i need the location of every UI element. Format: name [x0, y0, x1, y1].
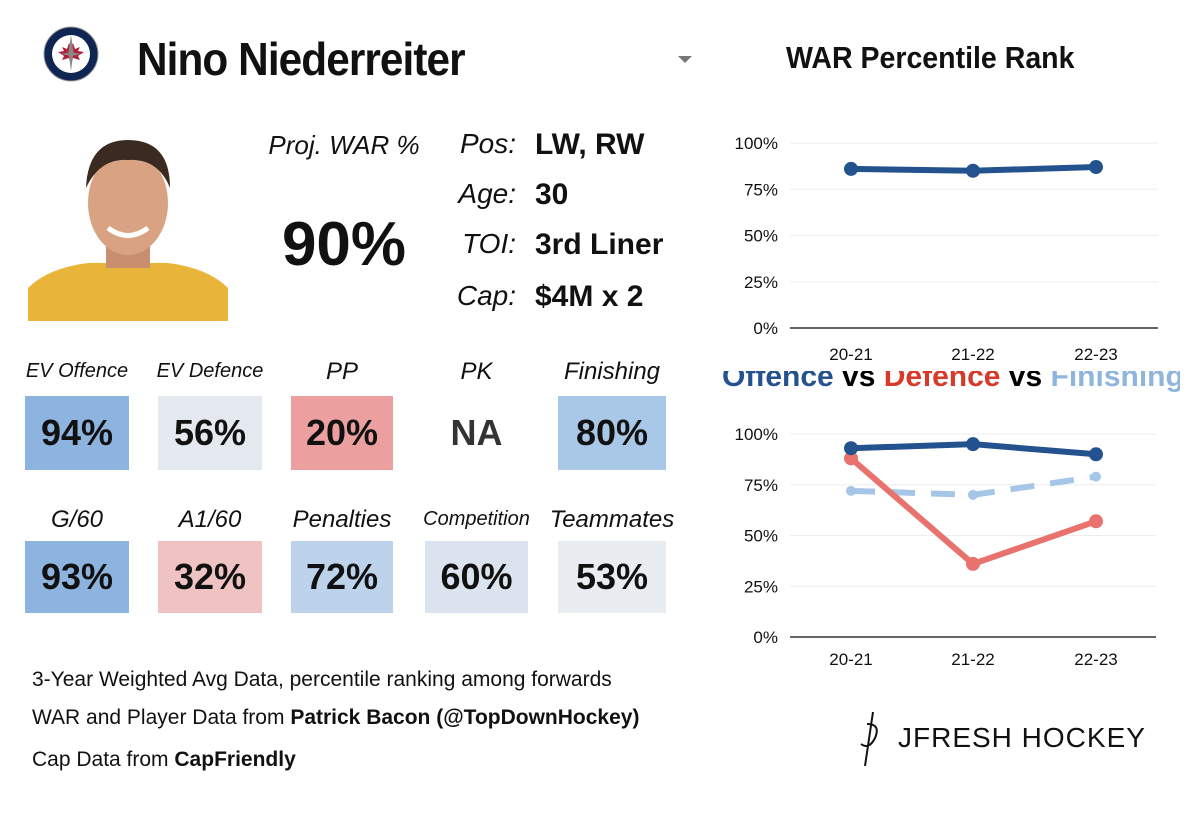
- y-tick-label: 100%: [735, 134, 778, 153]
- y-tick-label: 75%: [744, 476, 778, 495]
- title-clip: [700, 362, 1180, 371]
- player-photo: [28, 128, 228, 321]
- stat-tile: 60%: [425, 541, 528, 613]
- info-key-1: Age:: [458, 178, 516, 209]
- y-tick-label: 0%: [753, 628, 778, 647]
- info-key-2: TOI:: [462, 228, 516, 259]
- stat-label: EV Offence: [25, 360, 129, 382]
- y-tick-label: 25%: [744, 273, 778, 292]
- note-cap-source: Cap Data from CapFriendly: [32, 748, 296, 771]
- x-tick-label: 20-21: [829, 345, 872, 364]
- stat-tile: 94%: [25, 396, 129, 470]
- stat-tile: 20%: [291, 396, 393, 470]
- y-tick-label: 0%: [753, 319, 778, 338]
- x-tick-label: 21-22: [951, 650, 994, 669]
- info-key-0: Pos:: [459, 128, 516, 159]
- data-point: [846, 485, 856, 496]
- y-tick-label: 100%: [735, 425, 778, 444]
- source-capfriendly: CapFriendly: [174, 748, 296, 771]
- data-point: [1091, 471, 1101, 482]
- data-point: [966, 556, 980, 571]
- stat-label: Finishing: [563, 358, 661, 385]
- data-point: [1089, 160, 1103, 175]
- stat-label: A1/60: [178, 506, 242, 533]
- data-point: [1089, 447, 1103, 462]
- stat-tile: 56%: [158, 396, 262, 470]
- info-key-3: Cap:: [456, 280, 516, 311]
- war-chart-title: WAR Percentile Rank: [786, 40, 1075, 75]
- stat-label: Penalties: [292, 506, 392, 533]
- stat-tile: 32%: [158, 541, 262, 613]
- x-tick-label: 20-21: [829, 650, 872, 669]
- info-value-0: LW, RW: [535, 128, 645, 161]
- info-value-2: 3rd Liner: [535, 228, 664, 261]
- proj-war-label: Proj. WAR %: [268, 130, 420, 160]
- data-point: [966, 437, 980, 452]
- stat-tile: 53%: [558, 541, 666, 613]
- data-point: [844, 161, 858, 176]
- x-tick-label: 22-23: [1074, 650, 1117, 669]
- y-tick-label: 50%: [744, 227, 778, 246]
- stat-label: EV Defence: [156, 360, 264, 382]
- player-name: Nino Niederreiter: [137, 33, 466, 85]
- player-dropdown-arrow-icon[interactable]: [678, 56, 692, 63]
- info-value-3: $4M x 2: [535, 280, 644, 313]
- data-point: [844, 451, 858, 466]
- stat-tile: 72%: [291, 541, 393, 613]
- source-link-patrick-bacon: Patrick Bacon (@TopDownHockey): [290, 706, 640, 729]
- stat-label: Competition: [423, 508, 530, 530]
- jfresh-logo-icon: [860, 711, 878, 767]
- data-point: [968, 489, 978, 500]
- y-tick-label: 50%: [744, 527, 778, 546]
- proj-war-value: 90%: [281, 210, 407, 279]
- stat-tile: NA: [425, 396, 528, 470]
- stat-tile: 80%: [558, 396, 666, 470]
- stat-label: PP: [325, 358, 358, 385]
- stat-label: Teammates: [549, 506, 675, 533]
- stat-label: G/60: [50, 506, 104, 533]
- brand-name: JFRESH HOCKEY: [898, 722, 1146, 753]
- y-tick-label: 25%: [744, 577, 778, 596]
- y-tick-label: 75%: [744, 180, 778, 199]
- x-tick-label: 22-23: [1074, 345, 1117, 364]
- stat-tile: 93%: [25, 541, 129, 613]
- data-point: [844, 441, 858, 456]
- data-point: [966, 163, 980, 178]
- series-line-defence: [849, 456, 1097, 567]
- war-percentile-chart: 0% 25% 50% 75% 100% 20-21 21-22 22-23: [735, 134, 1158, 364]
- data-point: [1089, 514, 1103, 529]
- team-logo: [43, 26, 99, 82]
- stat-label: PK: [460, 358, 493, 385]
- note-war-source: WAR and Player Data from Patrick Bacon (…: [32, 706, 640, 729]
- x-tick-label: 21-22: [951, 345, 994, 364]
- note-data-method: 3-Year Weighted Avg Data, percentile ran…: [32, 668, 612, 691]
- info-value-1: 30: [535, 178, 569, 211]
